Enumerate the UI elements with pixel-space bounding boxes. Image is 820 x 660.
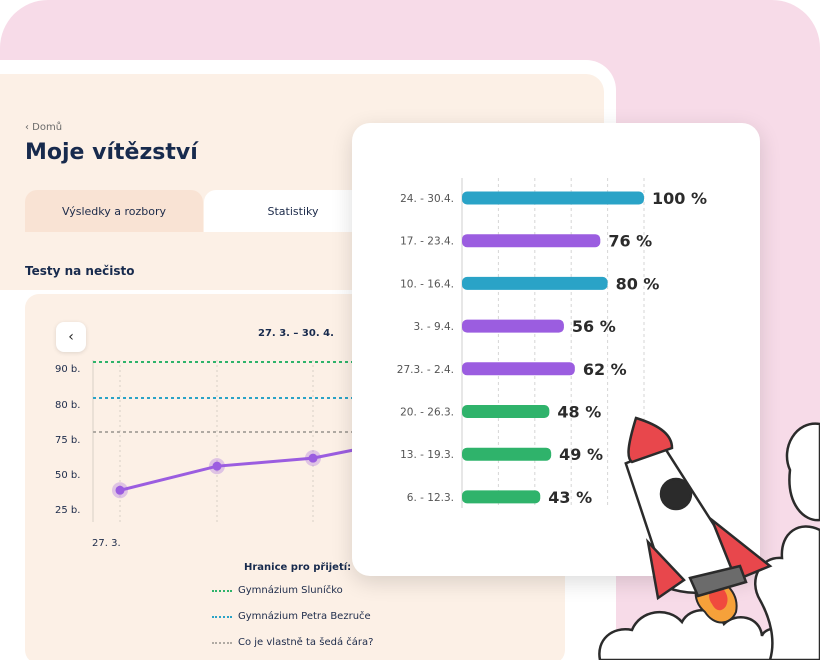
- value-label: 80 %: [616, 274, 660, 293]
- category-label: 10. - 16.4.: [400, 278, 454, 290]
- legend-swatch: [212, 589, 232, 592]
- value-label: 100 %: [652, 189, 707, 208]
- value-label: 56 %: [572, 317, 616, 336]
- bar: [462, 276, 608, 290]
- score-point: [308, 453, 318, 463]
- bar: [462, 191, 644, 205]
- legend-title: Hranice pro přijetí:: [244, 562, 352, 573]
- value-label: 49 %: [559, 445, 603, 464]
- value-label: 48 %: [557, 403, 601, 422]
- previous-period-button[interactable]: ‹: [56, 322, 86, 352]
- legend-item[interactable]: Co je vlastně ta šedá čára?: [212, 637, 373, 648]
- score-point: [212, 461, 222, 471]
- category-label: 24. - 30.4.: [400, 193, 454, 205]
- y-tick-label: 80 b.: [55, 400, 80, 411]
- date-range-label: 27. 3. – 30. 4.: [258, 328, 334, 339]
- category-label: 6. - 12.3.: [407, 492, 454, 504]
- bar: [462, 362, 575, 376]
- rocket-window: [659, 477, 693, 511]
- x-tick-label: 27. 3.: [92, 538, 121, 549]
- bar-chart: 24. - 30.4. 100 % 17. - 23.4. 76 % 10. - 16.…: [397, 178, 707, 508]
- bar: [462, 405, 550, 418]
- y-tick-label: 25 b.: [55, 505, 80, 516]
- category-label: 20. - 26.3.: [400, 407, 454, 419]
- legend-item: Gymnázium Petra Bezruče: [212, 611, 371, 622]
- value-label: 43 %: [548, 488, 592, 507]
- legend-label[interactable]: Co je vlastně ta šedá čára?: [238, 637, 374, 648]
- bar: [462, 490, 541, 504]
- cloud-illustration: [598, 422, 820, 660]
- y-tick-label: 75 b.: [55, 435, 80, 446]
- rocket-icon: [624, 416, 773, 601]
- category-label: 27.3. - 2.4.: [397, 364, 454, 376]
- section-title: Testy na nečisto: [25, 264, 135, 278]
- line-chart: 90 b. 80 b. 75 b. 50 b. 25 b. 27. 3.: [55, 360, 381, 549]
- breadcrumb-home-link[interactable]: ‹ Domů: [25, 122, 63, 133]
- category-label: 17. - 23.4.: [400, 236, 454, 248]
- legend-label: Gymnázium Sluníčko: [238, 585, 343, 596]
- page-title: Moje vítězství: [25, 140, 198, 165]
- legend-swatch: [212, 615, 232, 618]
- value-label: 76 %: [608, 232, 652, 251]
- category-label: 3. - 9.4.: [413, 321, 454, 333]
- legend-item: Gymnázium Sluníčko: [212, 585, 343, 596]
- bar: [462, 447, 552, 461]
- score-point: [115, 485, 125, 495]
- legend-swatch: [212, 641, 232, 644]
- legend-label: Gymnázium Petra Bezruče: [238, 611, 371, 622]
- bar: [462, 319, 564, 333]
- bar: [462, 234, 601, 248]
- y-tick-label: 50 b.: [55, 470, 80, 481]
- tab-results[interactable]: Výsledky a rozbory: [25, 190, 203, 232]
- value-label: 62 %: [583, 360, 627, 379]
- category-label: 13. - 19.3.: [400, 449, 454, 461]
- y-tick-label: 90 b.: [55, 364, 80, 375]
- score-line: [119, 443, 381, 492]
- chevron-left-icon: ‹: [68, 329, 74, 345]
